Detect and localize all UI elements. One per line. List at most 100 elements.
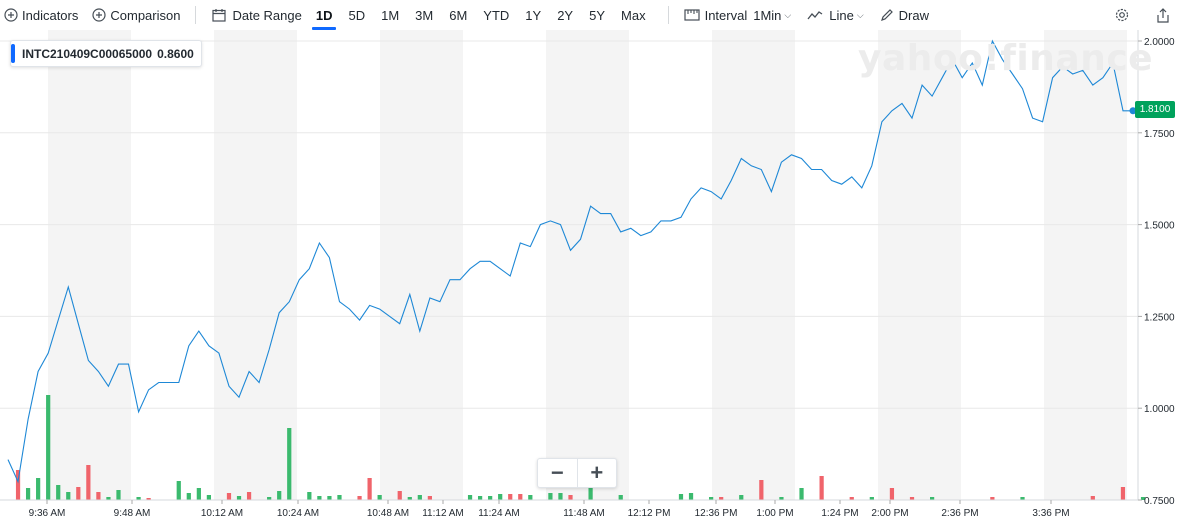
line-chart-icon — [807, 9, 823, 21]
volume-bar — [46, 395, 51, 500]
zoom-in-button[interactable]: + — [576, 459, 617, 487]
y-tick-label: 0.7500 — [1144, 496, 1175, 507]
x-tick-label: 9:48 AM — [114, 508, 151, 519]
x-tick-label: 11:12 AM — [422, 508, 464, 519]
volume-bar — [246, 492, 252, 500]
legend-value: 0.8600 — [157, 46, 194, 61]
volume-bar — [367, 478, 372, 500]
volume-bar — [799, 488, 804, 500]
volume-bar — [56, 485, 61, 500]
volume-bar — [618, 495, 623, 500]
x-tick-label: 10:48 AM — [367, 508, 409, 519]
volume-bar — [36, 478, 41, 500]
time-band — [214, 30, 297, 500]
interval-value: 1Min — [753, 7, 782, 23]
volume-bar — [377, 495, 382, 500]
volume-bar — [307, 492, 312, 500]
chart-type-button[interactable]: Line ⌵ — [807, 0, 864, 30]
volume-bar — [759, 480, 764, 500]
volume-bar — [477, 496, 483, 500]
range-5y[interactable]: 5Y — [589, 7, 606, 23]
x-tick-label: 11:48 AM — [563, 508, 605, 519]
calendar-icon — [212, 8, 227, 22]
interval-button[interactable]: Interval 1Min ⌵ — [683, 0, 791, 30]
series-legend[interactable]: INTC210409C00065000 0.8600 — [10, 40, 202, 67]
volume-bar — [889, 488, 895, 500]
chart-type-label: Line — [829, 7, 854, 23]
settings-button[interactable] — [1114, 0, 1130, 30]
x-tick-label: 10:24 AM — [277, 508, 319, 519]
range-3m[interactable]: 3M — [415, 7, 434, 23]
range-6m[interactable]: 6M — [449, 7, 468, 23]
chart-toolbar: Indicators Comparison Date Range 1D 5D 1M 3… — [0, 0, 1185, 30]
volume-bar — [849, 497, 854, 500]
gear-icon — [1114, 7, 1130, 23]
zoom-out-button[interactable]: − — [550, 460, 564, 485]
date-range-button[interactable]: Date Range — [212, 0, 302, 30]
volume-bar — [277, 491, 282, 500]
volume-bar — [146, 498, 151, 500]
plus-circle-icon — [4, 8, 18, 22]
volume-bar — [508, 494, 513, 500]
toolbar-divider — [195, 6, 197, 24]
volume-bar — [186, 493, 191, 500]
volume-bar — [76, 487, 81, 500]
chevron-down-icon: ⌵ — [856, 9, 864, 20]
comparison-button[interactable]: Comparison — [92, 0, 180, 30]
range-max[interactable]: Max — [621, 7, 646, 23]
price-chart[interactable]: 2.0000 1.7500 1.5000 1.2500 1.0000 0.7500 9:3… — [0, 30, 1185, 527]
volume-bar — [106, 497, 111, 500]
volume-bar — [990, 497, 995, 500]
x-axis: 9:36 AM 9:48 AM 10:12 AM 10:24 AM 10:48 AM 11… — [0, 499, 1138, 519]
indicators-button[interactable]: Indicators — [0, 0, 78, 30]
volume-bar — [1140, 497, 1146, 500]
volume-bar — [779, 497, 784, 500]
time-band — [546, 30, 629, 500]
volume-bar — [929, 497, 935, 500]
volume-bar — [287, 428, 292, 500]
volume-bar — [688, 493, 694, 500]
volume-bar — [357, 496, 362, 500]
volume-bar — [1120, 487, 1126, 500]
share-icon — [1156, 7, 1170, 23]
series-color-swatch — [11, 44, 15, 63]
x-tick-label: 9:36 AM — [29, 508, 66, 519]
volume-bar — [528, 495, 533, 500]
time-band — [48, 30, 131, 500]
volume-bar — [709, 497, 714, 500]
x-tick-label: 10:12 AM — [201, 508, 243, 519]
range-ytd[interactable]: YTD — [483, 7, 510, 23]
volume-bar — [1090, 496, 1095, 500]
volume-bar — [236, 496, 242, 500]
volume-bar — [407, 497, 412, 500]
volume-bar — [467, 495, 473, 500]
toolbar-divider — [667, 6, 669, 24]
volume-bar — [25, 488, 31, 500]
range-1y[interactable]: 1Y — [525, 7, 542, 23]
volume-bar — [337, 495, 342, 500]
x-tick-label: 2:36 PM — [941, 508, 978, 519]
volume-bar — [568, 495, 573, 500]
range-5d[interactable]: 5D — [348, 7, 366, 23]
range-selector: 1D 5D 1M 3M 6M YTD 1Y 2Y 5Y Max — [308, 0, 654, 30]
volume-bar — [86, 465, 91, 500]
volume-bar — [548, 493, 553, 500]
volume-bar — [427, 496, 432, 500]
volume-bar — [196, 488, 201, 500]
last-price-dot — [1129, 107, 1137, 115]
draw-button[interactable]: Draw — [880, 0, 929, 30]
volume-bar — [417, 495, 422, 500]
x-tick-label: 11:24 AM — [478, 508, 520, 519]
draw-label: Draw — [898, 7, 929, 23]
range-1d[interactable]: 1D — [308, 0, 341, 30]
volume-bar — [66, 492, 71, 500]
x-tick-label: 3:36 PM — [1032, 508, 1069, 519]
range-1m[interactable]: 1M — [381, 7, 400, 23]
y-tick-label: 1.0000 — [1144, 404, 1175, 415]
y-tick-label: 1.2500 — [1144, 312, 1175, 323]
indicators-label: Indicators — [22, 7, 79, 23]
x-tick-label: 1:24 PM — [821, 508, 858, 519]
price-line — [7, 39, 1133, 484]
share-button[interactable] — [1156, 0, 1170, 30]
range-2y[interactable]: 2Y — [557, 7, 574, 23]
